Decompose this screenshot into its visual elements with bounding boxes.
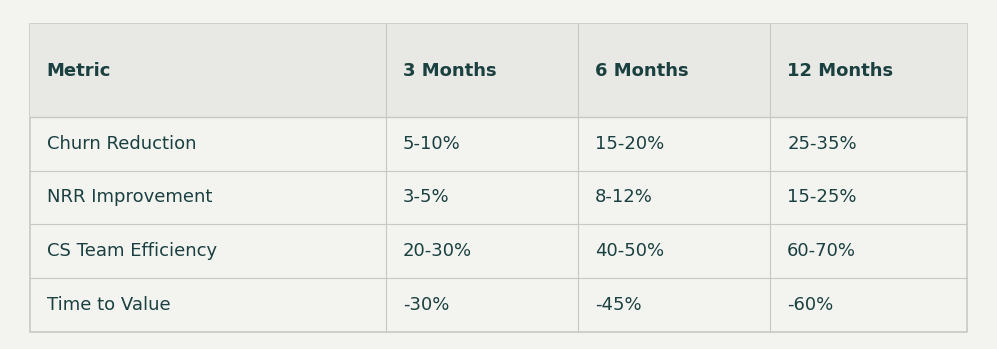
Text: 12 Months: 12 Months xyxy=(788,62,893,80)
Bar xyxy=(30,24,967,332)
Text: Churn Reduction: Churn Reduction xyxy=(47,135,196,153)
Text: 3-5%: 3-5% xyxy=(403,188,450,206)
Text: 20-30%: 20-30% xyxy=(403,242,472,260)
Text: 6 Months: 6 Months xyxy=(595,62,689,80)
Text: 5-10%: 5-10% xyxy=(403,135,461,153)
Text: 25-35%: 25-35% xyxy=(788,135,856,153)
Bar xyxy=(30,24,967,117)
Text: 3 Months: 3 Months xyxy=(403,62,497,80)
Text: 40-50%: 40-50% xyxy=(595,242,664,260)
Text: 15-25%: 15-25% xyxy=(788,188,856,206)
Text: CS Team Efficiency: CS Team Efficiency xyxy=(47,242,217,260)
Text: 8-12%: 8-12% xyxy=(595,188,653,206)
Text: 60-70%: 60-70% xyxy=(788,242,856,260)
Text: -30%: -30% xyxy=(403,296,450,314)
Text: 15-20%: 15-20% xyxy=(595,135,664,153)
Text: Metric: Metric xyxy=(47,62,111,80)
Text: Time to Value: Time to Value xyxy=(47,296,170,314)
Text: NRR Improvement: NRR Improvement xyxy=(47,188,212,206)
Text: -60%: -60% xyxy=(788,296,833,314)
Text: -45%: -45% xyxy=(595,296,642,314)
